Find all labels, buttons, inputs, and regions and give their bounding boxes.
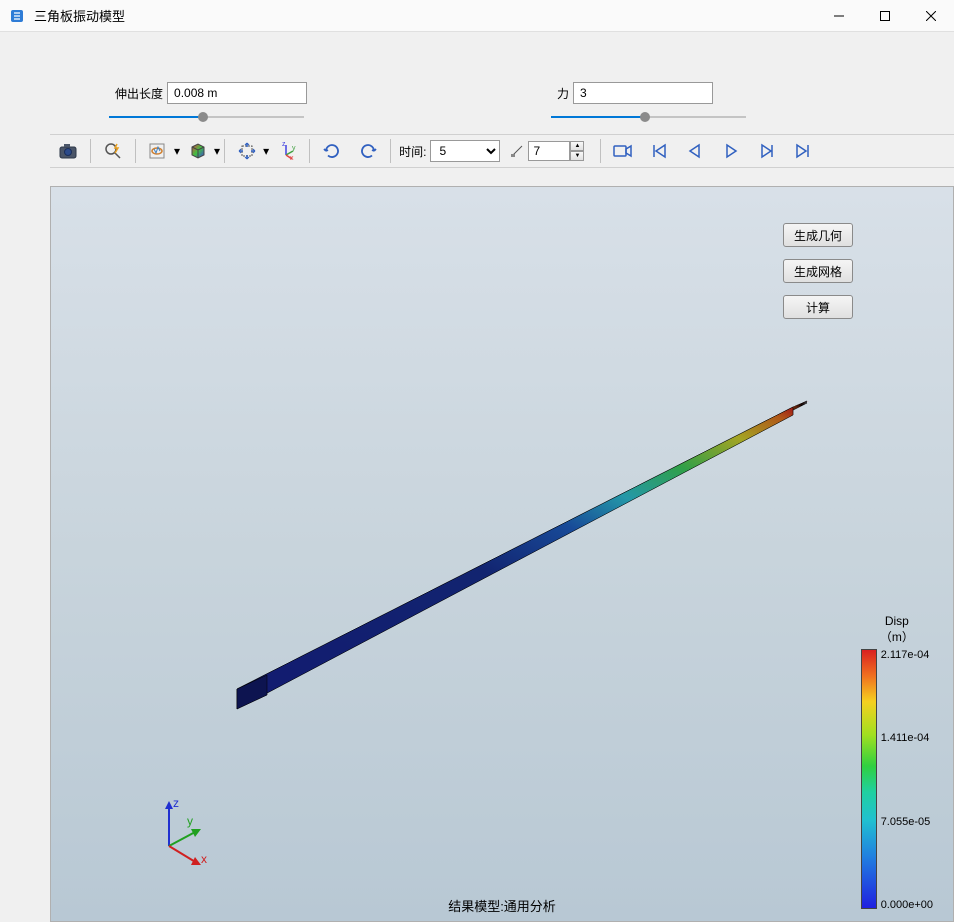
legend-title: Disp（m） xyxy=(861,614,933,645)
svg-text:y: y xyxy=(292,145,296,152)
record-icon[interactable] xyxy=(607,137,639,165)
maximize-button[interactable] xyxy=(862,0,908,32)
search-zap-icon[interactable] xyxy=(97,137,129,165)
svg-text:x: x xyxy=(290,155,294,161)
generate-mesh-button[interactable]: 生成网格 xyxy=(783,259,853,283)
svg-text:y: y xyxy=(187,814,193,828)
result-label: 结果模型:通用分析 xyxy=(448,896,556,915)
params-row: 伸出长度 力 xyxy=(0,32,954,134)
svg-text:z: z xyxy=(282,141,286,148)
legend-ticks: 2.117e-04 1.411e-04 7.055e-05 0.000e+00 xyxy=(881,649,933,911)
cube-tool-dropdown[interactable]: ▾ xyxy=(180,137,220,165)
cube-icon[interactable] xyxy=(182,137,214,165)
toolbar: ▾ ▾ ▾ zyx 时间: 5 ▲ ▼ xyxy=(50,134,954,168)
length-slider[interactable] xyxy=(109,110,304,124)
param-force: 力 xyxy=(557,82,746,124)
minimize-button[interactable] xyxy=(816,0,862,32)
force-slider[interactable] xyxy=(551,110,746,124)
legend-mid1: 1.411e-04 xyxy=(881,732,933,744)
window-controls xyxy=(816,0,954,32)
length-input[interactable] xyxy=(167,82,307,104)
chevron-down-icon[interactable]: ▾ xyxy=(214,144,220,158)
step-fwd-icon[interactable] xyxy=(751,137,783,165)
camera-icon[interactable] xyxy=(52,137,84,165)
titlebar: 三角板振动模型 xyxy=(0,0,954,32)
calculate-button[interactable]: 计算 xyxy=(783,295,853,319)
time-label: 时间: xyxy=(399,143,426,160)
axes-icon[interactable]: zyx xyxy=(271,137,303,165)
legend-max: 2.117e-04 xyxy=(881,649,933,661)
legend-min: 0.000e+00 xyxy=(881,899,933,911)
beam-model xyxy=(201,387,821,727)
move-icon[interactable] xyxy=(231,137,263,165)
viewport-3d[interactable]: 生成几何 生成网格 计算 xyxy=(50,186,954,922)
scan-icon[interactable] xyxy=(142,137,174,165)
axes-gizmo: z y x xyxy=(139,791,219,871)
step-back-icon[interactable] xyxy=(679,137,711,165)
svg-text:z: z xyxy=(173,796,179,810)
generate-geometry-button[interactable]: 生成几何 xyxy=(783,223,853,247)
chevron-down-icon[interactable]: ▾ xyxy=(263,144,269,158)
time-spinner[interactable]: ▲ ▼ xyxy=(528,141,584,161)
legend-mid2: 7.055e-05 xyxy=(881,816,933,828)
length-label: 伸出长度 xyxy=(115,85,163,102)
legend-bar xyxy=(861,649,877,909)
action-buttons: 生成几何 生成网格 计算 xyxy=(783,223,853,319)
spinner-down[interactable]: ▼ xyxy=(570,151,584,161)
app-icon xyxy=(8,7,26,25)
scan-tool-dropdown[interactable]: ▾ xyxy=(140,137,180,165)
play-icon[interactable] xyxy=(715,137,747,165)
skip-first-icon[interactable] xyxy=(643,137,675,165)
close-button[interactable] xyxy=(908,0,954,32)
force-label: 力 xyxy=(557,85,569,102)
window-title: 三角板振动模型 xyxy=(34,6,816,25)
svg-text:x: x xyxy=(201,852,207,866)
move-tool-dropdown[interactable]: ▾ xyxy=(229,137,269,165)
skip-last-icon[interactable] xyxy=(787,137,819,165)
rotate-ccw-icon[interactable] xyxy=(316,137,348,165)
force-input[interactable] xyxy=(573,82,713,104)
rotate-cw-icon[interactable] xyxy=(352,137,384,165)
param-length: 伸出长度 xyxy=(115,82,307,124)
spinner-up[interactable]: ▲ xyxy=(570,141,584,151)
color-legend: Disp（m） 2.117e-04 1.411e-04 7.055e-05 0.… xyxy=(861,614,933,911)
time-select[interactable]: 5 xyxy=(430,140,500,162)
scale-toggle-icon[interactable] xyxy=(508,137,526,165)
time-spinner-input[interactable] xyxy=(528,141,570,161)
slider-thumb[interactable] xyxy=(198,112,208,122)
slider-thumb[interactable] xyxy=(640,112,650,122)
